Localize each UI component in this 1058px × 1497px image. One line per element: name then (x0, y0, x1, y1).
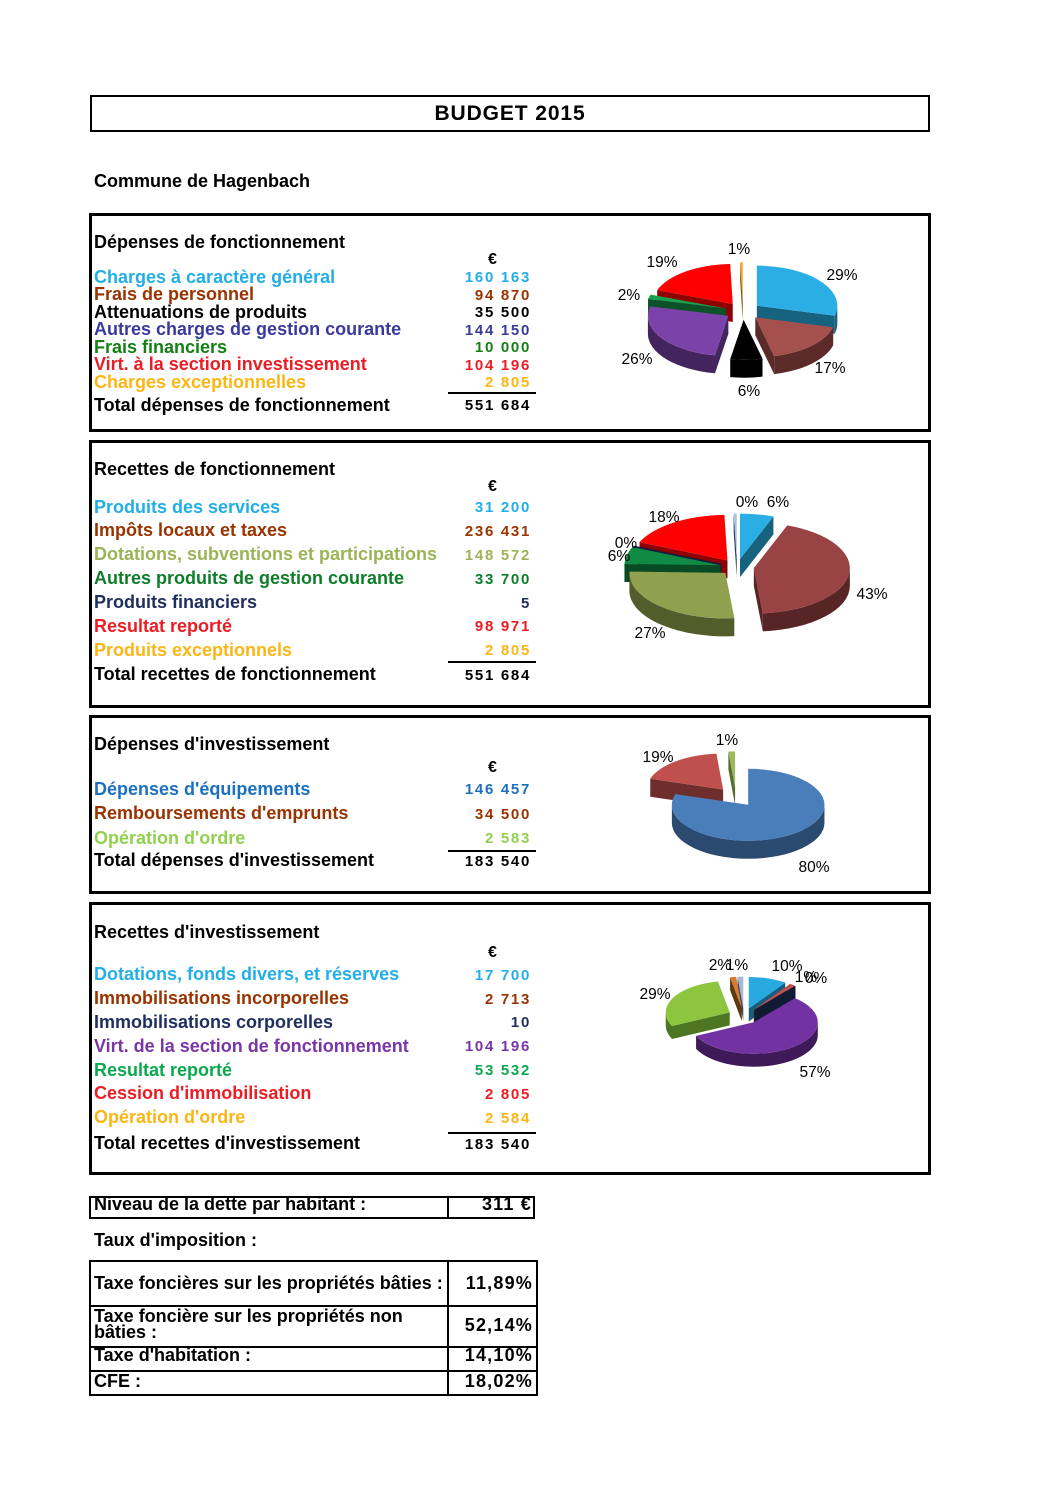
svg-text:19%: 19% (642, 749, 673, 766)
svg-text:29%: 29% (826, 267, 857, 284)
svg-text:18%: 18% (648, 509, 679, 526)
svg-text:1%: 1% (716, 732, 739, 749)
svg-text:80%: 80% (798, 859, 829, 876)
svg-text:2%: 2% (709, 957, 732, 974)
svg-text:1%: 1% (795, 969, 818, 986)
svg-text:6%: 6% (767, 494, 790, 511)
svg-text:29%: 29% (639, 986, 670, 1003)
svg-text:0%: 0% (805, 970, 828, 987)
svg-text:1%: 1% (726, 957, 749, 974)
svg-text:27%: 27% (634, 625, 665, 642)
svg-text:0%: 0% (615, 535, 638, 552)
svg-text:43%: 43% (856, 586, 887, 603)
svg-text:1%: 1% (728, 241, 751, 258)
svg-text:26%: 26% (621, 351, 652, 368)
svg-text:2%: 2% (618, 287, 641, 304)
svg-text:6%: 6% (738, 383, 761, 400)
svg-text:0%: 0% (736, 494, 759, 511)
svg-text:10%: 10% (771, 958, 802, 975)
svg-text:17%: 17% (814, 360, 845, 377)
svg-text:19%: 19% (646, 254, 677, 271)
svg-text:57%: 57% (799, 1064, 830, 1081)
svg-text:6%: 6% (608, 548, 631, 565)
